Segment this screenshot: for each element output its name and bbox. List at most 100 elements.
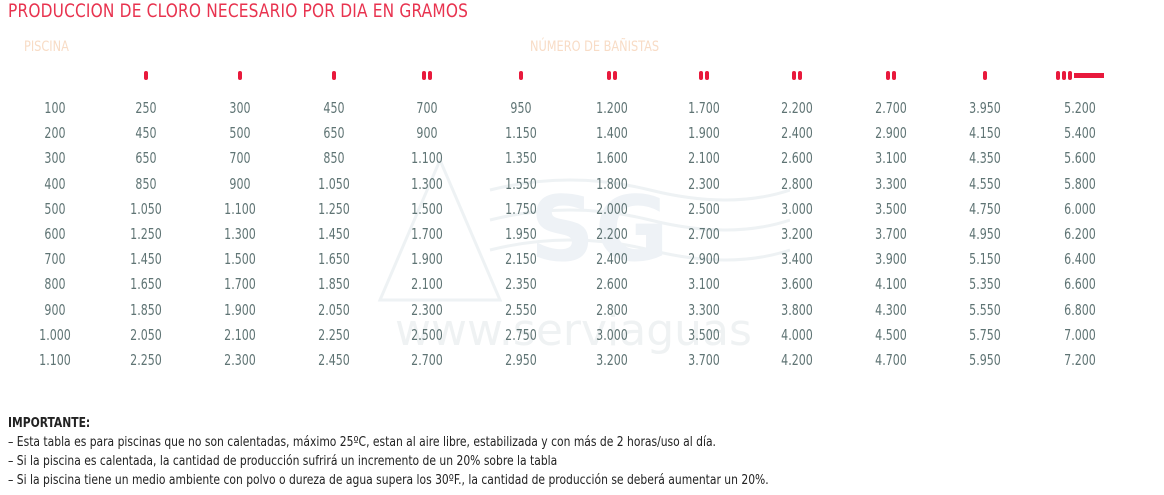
chlorine-value-cell: 3.500 [875,199,907,218]
chlorine-value-cell: 3.600 [781,275,813,294]
column-header-mark [983,71,987,80]
chlorine-value-cell: 1.250 [130,225,162,243]
pool-header: PISCINA [24,39,69,55]
chlorine-value-cell: 300 [229,99,251,117]
chlorine-value-cell: 5.800 [1064,174,1096,193]
chlorine-value-cell: 1.150 [505,124,537,143]
chlorine-value-cell: 2.700 [411,351,443,369]
mark-dot [238,71,242,80]
chlorine-value-cell: 2.700 [875,99,907,117]
chlorine-value-cell: 2.250 [318,325,350,344]
mark-dot [144,71,148,80]
chlorine-value-cell: 6.200 [1064,225,1096,243]
chlorine-value-cell: 1.400 [596,124,628,143]
chlorine-value-cell: 5.550 [969,300,1001,319]
chlorine-value-cell: 2.100 [411,275,443,294]
chlorine-value-cell: 2.500 [688,199,720,218]
chlorine-value-cell: 6.400 [1064,250,1096,269]
pool-volume-cell: 1.000 [39,325,71,344]
note-line: – Si la piscina tiene un medio ambiente … [8,473,769,488]
chlorine-value-cell: 1.900 [688,124,720,143]
chlorine-value-cell: 4.300 [875,300,907,319]
chlorine-value-cell: 1.450 [318,225,350,243]
column-header-mark [607,71,617,80]
chlorine-value-cell: 850 [135,174,157,193]
chlorine-value-cell: 1.300 [224,225,256,243]
column-header-mark [144,71,148,80]
chlorine-value-cell: 2.550 [505,300,537,319]
chlorine-value-cell: 1.600 [596,149,628,168]
chlorine-value-cell: 1.650 [318,250,350,269]
column-header-mark [422,71,432,80]
mark-dot [332,71,336,80]
chlorine-value-cell: 5.150 [969,250,1001,269]
mark-bar [1074,73,1104,78]
chlorine-value-cell: 2.100 [688,149,720,168]
chlorine-value-cell: 3.300 [875,174,907,193]
chlorine-value-cell: 5.750 [969,325,1001,344]
chlorine-value-cell: 2.100 [224,325,256,344]
note-line: – Esta tabla es para piscinas que no son… [8,435,716,450]
column-header-mark [519,71,523,80]
chlorine-value-cell: 4.350 [969,149,1001,168]
chlorine-value-cell: 6.000 [1064,199,1096,218]
mark-dot [1062,71,1066,80]
column-header-mark [238,71,242,80]
mark-dot [1068,71,1072,80]
chlorine-value-cell: 1.500 [224,250,256,269]
chlorine-value-cell: 3.950 [969,99,1001,117]
mark-dot [798,71,802,80]
pool-volume-cell: 900 [44,300,66,319]
chlorine-value-cell: 3.200 [781,225,813,243]
chlorine-value-cell: 500 [229,124,251,143]
chlorine-value-cell: 1.200 [596,99,628,117]
mark-dot [705,71,709,80]
chlorine-value-cell: 2.450 [318,351,350,369]
mark-dot [886,71,890,80]
chlorine-value-cell: 700 [416,99,438,117]
chlorine-value-cell: 2.150 [505,250,537,269]
chlorine-value-cell: 650 [323,124,345,143]
chlorine-value-cell: 4.000 [781,325,813,344]
chlorine-value-cell: 950 [510,99,532,117]
chlorine-value-cell: 700 [229,149,251,168]
bathers-header: NÚMERO DE BAÑISTAS [530,39,660,55]
chlorine-value-cell: 2.400 [596,250,628,269]
chlorine-value-cell: 1.700 [224,275,256,294]
chlorine-value-cell: 1.500 [411,199,443,218]
chlorine-value-cell: 2.400 [781,124,813,143]
chlorine-value-cell: 2.250 [130,351,162,369]
chlorine-value-cell: 2.050 [130,325,162,344]
chlorine-value-cell: 1.850 [130,300,162,319]
chlorine-value-cell: 3.000 [596,325,628,344]
chlorine-value-cell: 1.050 [130,199,162,218]
chlorine-value-cell: 2.500 [411,325,443,344]
chlorine-value-cell: 2.800 [596,300,628,319]
chlorine-value-cell: 2.900 [688,250,720,269]
mark-dot [792,71,796,80]
chlorine-value-cell: 2.800 [781,174,813,193]
chlorine-value-cell: 2.300 [688,174,720,193]
chlorine-value-cell: 6.600 [1064,275,1096,294]
chlorine-value-cell: 2.300 [224,351,256,369]
chlorine-value-cell: 450 [323,99,345,117]
chlorine-value-cell: 6.800 [1064,300,1096,319]
chlorine-value-cell: 3.100 [875,149,907,168]
chlorine-value-cell: 2.350 [505,275,537,294]
chlorine-value-cell: 4.150 [969,124,1001,143]
mark-dot [613,71,617,80]
chlorine-value-cell: 3.700 [875,225,907,243]
chlorine-value-cell: 2.200 [781,99,813,117]
chlorine-value-cell: 1.850 [318,275,350,294]
chlorine-value-cell: 3.200 [596,351,628,369]
pool-volume-cell: 600 [44,225,66,243]
pool-volume-cell: 1.100 [39,351,71,369]
mark-dot [607,71,611,80]
chlorine-value-cell: 3.300 [688,300,720,319]
chlorine-value-cell: 4.950 [969,225,1001,243]
pool-volume-cell: 500 [44,199,66,218]
mark-dot [422,71,426,80]
page-title: PRODUCCION DE CLORO NECESARIO POR DIA EN… [8,0,469,22]
mark-dot [983,71,987,80]
chlorine-value-cell: 1.800 [596,174,628,193]
